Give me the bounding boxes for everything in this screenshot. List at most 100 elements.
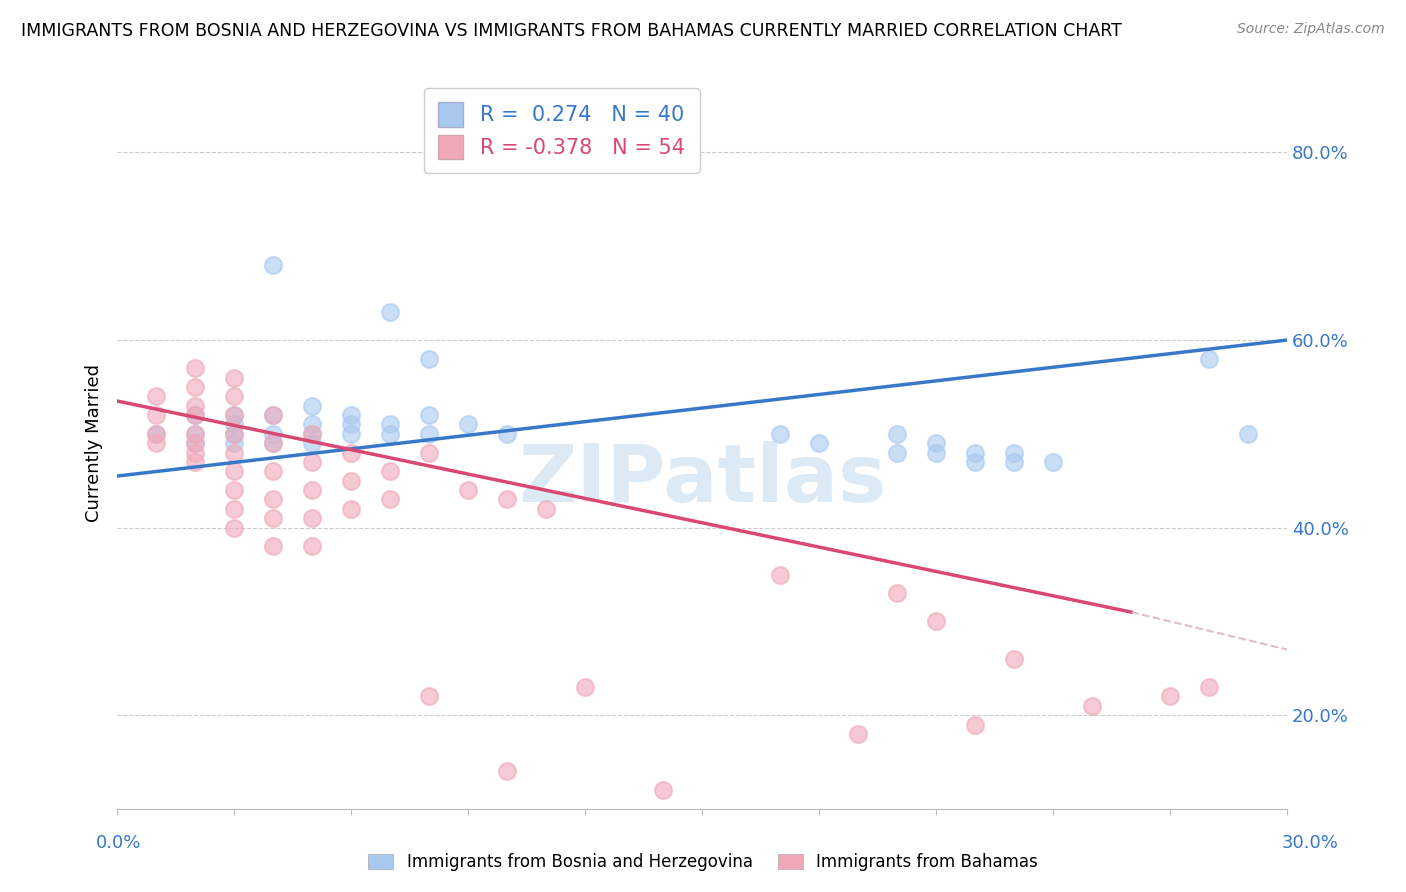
Point: [1002, 455, 1025, 469]
Point: [378, 305, 401, 319]
Point: [301, 417, 323, 432]
Point: [496, 492, 519, 507]
Point: [378, 492, 401, 507]
Point: [224, 501, 246, 516]
Point: [224, 521, 246, 535]
Point: [262, 436, 284, 450]
Point: [886, 426, 908, 441]
Point: [925, 615, 948, 629]
Text: 0.0%: 0.0%: [96, 834, 141, 852]
Point: [378, 426, 401, 441]
Point: [262, 511, 284, 525]
Point: [262, 258, 284, 272]
Point: [340, 408, 363, 422]
Point: [574, 680, 596, 694]
Point: [418, 408, 440, 422]
Point: [1198, 680, 1220, 694]
Point: [301, 511, 323, 525]
Point: [301, 426, 323, 441]
Point: [965, 445, 987, 459]
Point: [301, 540, 323, 554]
Point: [224, 445, 246, 459]
Point: [262, 492, 284, 507]
Point: [224, 408, 246, 422]
Point: [262, 436, 284, 450]
Point: [262, 408, 284, 422]
Point: [418, 690, 440, 704]
Point: [808, 436, 831, 450]
Point: [184, 408, 207, 422]
Point: [652, 783, 675, 797]
Point: [1198, 351, 1220, 366]
Point: [145, 426, 167, 441]
Point: [301, 455, 323, 469]
Point: [145, 436, 167, 450]
Point: [224, 408, 246, 422]
Point: [1159, 690, 1181, 704]
Text: 30.0%: 30.0%: [1282, 834, 1339, 852]
Point: [340, 474, 363, 488]
Text: ZIPatlas: ZIPatlas: [517, 441, 886, 519]
Point: [262, 540, 284, 554]
Point: [184, 426, 207, 441]
Point: [534, 501, 557, 516]
Point: [457, 417, 479, 432]
Point: [301, 483, 323, 497]
Point: [378, 464, 401, 478]
Point: [184, 455, 207, 469]
Point: [769, 567, 792, 582]
Point: [301, 399, 323, 413]
Y-axis label: Currently Married: Currently Married: [86, 364, 103, 522]
Point: [340, 445, 363, 459]
Point: [184, 445, 207, 459]
Point: [769, 426, 792, 441]
Point: [262, 426, 284, 441]
Point: [378, 417, 401, 432]
Point: [184, 436, 207, 450]
Point: [224, 436, 246, 450]
Point: [184, 380, 207, 394]
Point: [418, 445, 440, 459]
Point: [846, 727, 869, 741]
Point: [184, 361, 207, 376]
Point: [925, 436, 948, 450]
Point: [224, 426, 246, 441]
Point: [886, 445, 908, 459]
Point: [145, 408, 167, 422]
Point: [224, 426, 246, 441]
Point: [457, 483, 479, 497]
Point: [418, 351, 440, 366]
Point: [340, 417, 363, 432]
Point: [1002, 445, 1025, 459]
Point: [340, 426, 363, 441]
Point: [224, 370, 246, 384]
Point: [965, 455, 987, 469]
Point: [1042, 455, 1064, 469]
Point: [184, 399, 207, 413]
Point: [418, 426, 440, 441]
Text: Source: ZipAtlas.com: Source: ZipAtlas.com: [1237, 22, 1385, 37]
Point: [145, 389, 167, 403]
Point: [184, 436, 207, 450]
Point: [224, 464, 246, 478]
Point: [886, 586, 908, 600]
Point: [965, 717, 987, 731]
Text: IMMIGRANTS FROM BOSNIA AND HERZEGOVINA VS IMMIGRANTS FROM BAHAMAS CURRENTLY MARR: IMMIGRANTS FROM BOSNIA AND HERZEGOVINA V…: [21, 22, 1122, 40]
Point: [925, 445, 948, 459]
Point: [301, 436, 323, 450]
Legend: Immigrants from Bosnia and Herzegovina, Immigrants from Bahamas: Immigrants from Bosnia and Herzegovina, …: [360, 845, 1046, 880]
Point: [1081, 698, 1104, 713]
Point: [1237, 426, 1260, 441]
Point: [184, 408, 207, 422]
Point: [224, 417, 246, 432]
Point: [340, 501, 363, 516]
Point: [496, 764, 519, 779]
Point: [262, 464, 284, 478]
Point: [224, 483, 246, 497]
Legend: R =  0.274   N = 40, R = -0.378   N = 54: R = 0.274 N = 40, R = -0.378 N = 54: [423, 87, 700, 173]
Point: [301, 426, 323, 441]
Point: [1002, 652, 1025, 666]
Point: [184, 426, 207, 441]
Point: [224, 389, 246, 403]
Point: [145, 426, 167, 441]
